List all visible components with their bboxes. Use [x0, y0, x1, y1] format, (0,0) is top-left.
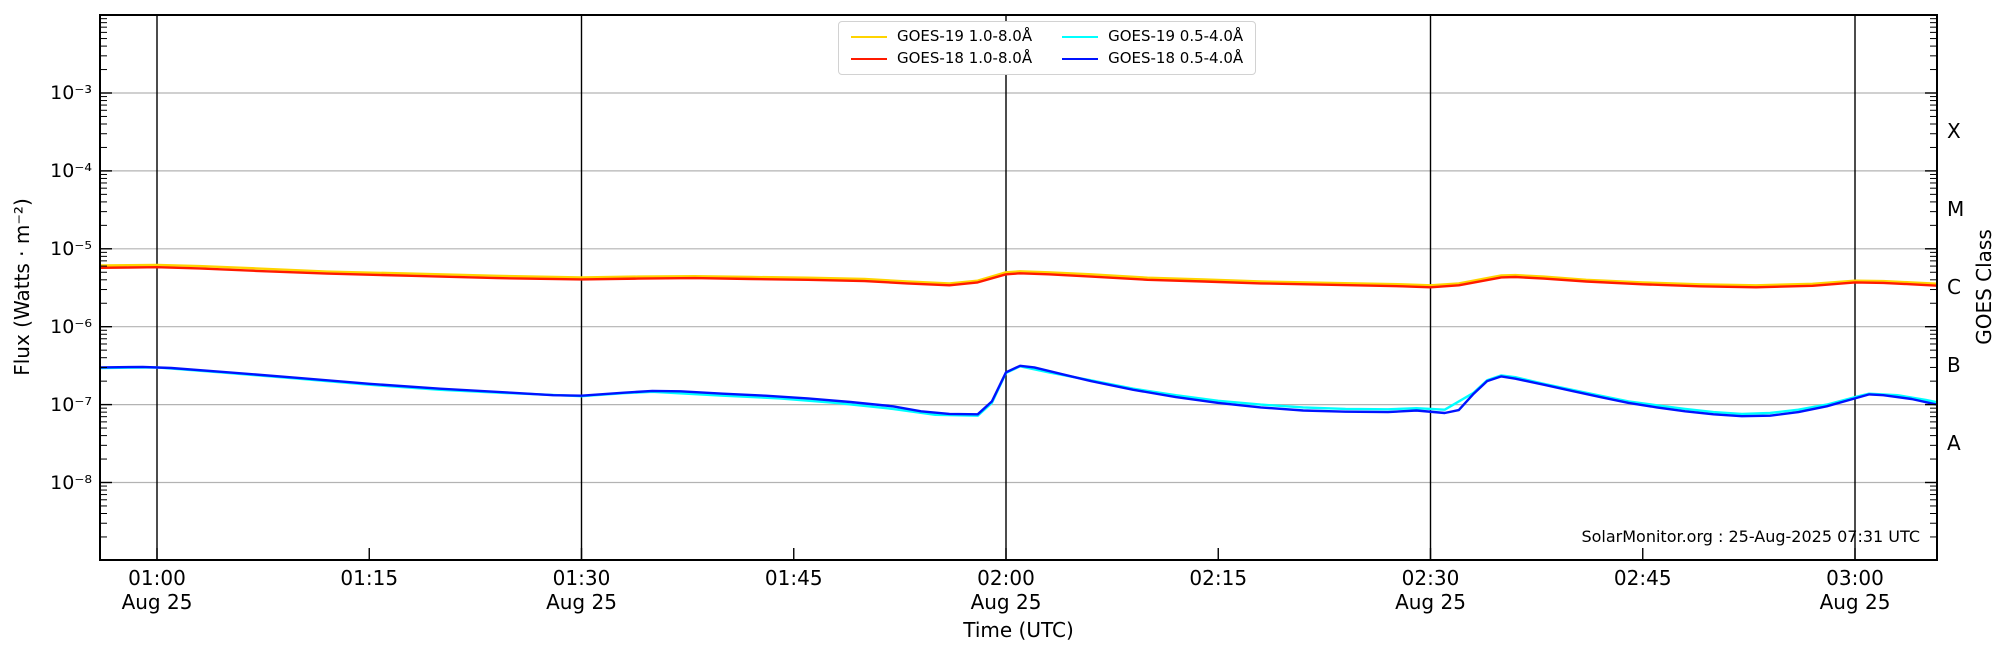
y-axis-title-left: Flux (Watts · m⁻²): [10, 198, 34, 376]
x-tick-date: Aug 25: [970, 590, 1042, 614]
goes-class-label: C: [1947, 274, 1961, 299]
legend-item-goes19-long: GOES-19 1.0-8.0Å: [851, 27, 1032, 46]
x-tick-date: Aug 25: [546, 590, 617, 614]
legend-label: GOES-19 1.0-8.0Å: [897, 27, 1033, 45]
legend-label: GOES-19 0.5-4.0Å: [1108, 27, 1244, 45]
goes-class-label: B: [1947, 352, 1961, 377]
x-tick-time: 03:00: [1826, 566, 1884, 590]
x-axis-title: Time (UTC): [963, 618, 1074, 642]
x-tick-time: 01:45: [764, 566, 823, 590]
x-tick-time: 01:00: [128, 566, 186, 590]
x-tick-date: Aug 25: [121, 590, 193, 614]
legend-item-goes18-short: GOES-18 0.5-4.0Å: [1062, 49, 1243, 68]
x-tick-time: 02:00: [977, 566, 1035, 590]
y-tick-label: 10⁻⁷: [50, 393, 92, 416]
y-axis-title-right: GOES Class: [1972, 229, 1996, 345]
legend-label: GOES-18 1.0-8.0Å: [897, 49, 1033, 67]
y-tick-label: 10⁻⁶: [50, 315, 92, 338]
x-tick-label: 01:00 Aug 25: [82, 566, 232, 614]
x-tick-time: 02:15: [1189, 566, 1248, 590]
y-tick-label: 10⁻³: [50, 82, 92, 104]
legend: GOES-19 1.0-8.0Å GOES-19 0.5-4.0Å GOES-1…: [838, 21, 1257, 75]
goes-class-label: M: [1947, 196, 1965, 221]
legend-label: GOES-18 0.5-4.0Å: [1108, 49, 1244, 67]
legend-item-goes18-long: GOES-18 1.0-8.0Å: [851, 49, 1032, 68]
x-tick-label: 01:15: [294, 566, 444, 590]
goes-class-label: A: [1947, 430, 1961, 455]
x-tick-label: 02:00 Aug 25: [931, 566, 1081, 614]
x-tick-label: 01:45: [719, 566, 869, 590]
x-tick-label: 02:15: [1143, 566, 1293, 590]
legend-swatch-blue: [1062, 57, 1099, 60]
x-tick-label: 02:30 Aug 25: [1356, 566, 1506, 614]
x-tick-time: 01:15: [340, 566, 399, 590]
x-tick-date: Aug 25: [1395, 590, 1466, 614]
x-tick-time: 02:30: [1401, 566, 1460, 590]
x-tick-label: 02:45: [1568, 566, 1718, 590]
legend-swatch-yellow: [851, 35, 887, 38]
y-tick-label: 10⁻⁵: [50, 237, 92, 260]
legend-swatch-cyan: [1062, 35, 1099, 38]
x-tick-label: 01:30 Aug 25: [507, 566, 657, 614]
source-annotation: SolarMonitor.org : 25-Aug-2025 07:31 UTC: [1581, 527, 1920, 546]
y-tick-label: 10⁻⁸: [50, 471, 92, 494]
x-tick-date: Aug 25: [1819, 590, 1891, 614]
legend-item-goes19-short: GOES-19 0.5-4.0Å: [1062, 27, 1243, 46]
x-tick-label: 03:00 Aug 25: [1780, 566, 1930, 614]
y-tick-label: 10⁻⁴: [50, 159, 92, 182]
x-tick-time: 01:30: [552, 566, 611, 590]
x-tick-time: 02:45: [1613, 566, 1672, 590]
goes-class-label: X: [1947, 118, 1961, 143]
legend-swatch-red: [851, 57, 887, 60]
